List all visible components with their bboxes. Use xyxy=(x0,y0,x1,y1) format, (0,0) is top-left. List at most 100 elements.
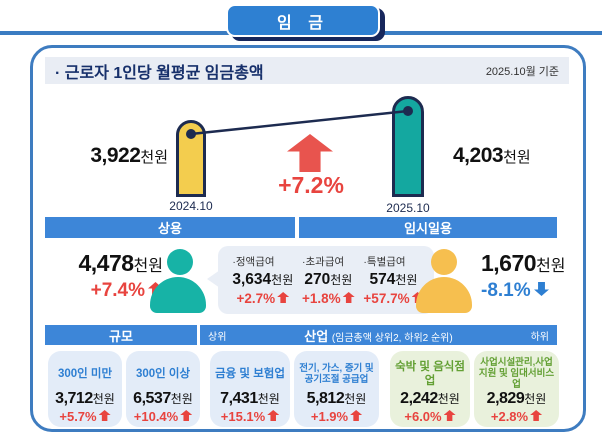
curr-period: 2025.10 xyxy=(386,201,430,215)
box-value-line: 3,712천원 xyxy=(48,390,122,408)
breakdown-change: +57.7% xyxy=(363,291,424,306)
curr-wage-label: 4,203천원 xyxy=(453,144,531,168)
box-change-pct: +10.4% xyxy=(133,409,179,424)
box-unit: 천원 xyxy=(437,392,460,406)
box-value-line: 6,537천원 xyxy=(126,390,200,408)
box-change-pct: +2.8% xyxy=(490,409,529,424)
reference-date: 2025.10월 기준 xyxy=(485,65,559,78)
breakdown-value: 574 xyxy=(369,271,396,288)
box-label: 전기, 가스, 증기 및 공기조절 공급업 xyxy=(299,362,374,385)
breakdown-special-pay: ·특별급여 574천원 +57.7% xyxy=(363,254,424,314)
box-label: 숙박 및 음식점업 xyxy=(395,361,465,387)
up-arrow-icon xyxy=(443,410,456,421)
person-torso xyxy=(416,277,472,313)
industry-box-accommodation-food: 숙박 및 음식점업 2,242천원 +6.0% xyxy=(390,351,470,427)
breakdown-overtime-pay: ·초과급여 270천원 +1.8% xyxy=(302,254,355,314)
box-change: +1.9% xyxy=(294,409,379,424)
box-change: +5.7% xyxy=(48,409,122,424)
regular-change-pct: +7.4% xyxy=(90,280,145,301)
prev-wage-value: 3,922 xyxy=(90,144,141,167)
breakdown-label: ·초과급여 xyxy=(302,256,345,268)
industry-section-header: 상위 산업 (임금총액 상위2, 하위2 순위) 하위 xyxy=(200,325,557,345)
box-unit: 천원 xyxy=(92,392,115,406)
box-value: 3,712 xyxy=(55,390,93,407)
breakdown-value: 3,634 xyxy=(232,271,272,288)
regular-wage-unit: 천원 xyxy=(133,258,163,275)
box-label: 금융 및 보험업 xyxy=(215,367,285,380)
wage-summary-card: · 근로자 1인당 월평균 임금총액 2025.10월 기준 3,922천원 2… xyxy=(30,45,586,432)
industry-box-electric-gas: 전기, 가스, 증기 및 공기조절 공급업 5,812천원 +1.9% xyxy=(294,351,379,427)
box-value-line: 7,431천원 xyxy=(210,390,290,408)
breakdown-change-pct: +57.7% xyxy=(363,291,410,306)
breakdown-change-pct: +1.8% xyxy=(302,291,341,306)
breakdown-label: ·정액급여 xyxy=(232,256,275,268)
box-unit: 천원 xyxy=(257,392,280,406)
industry-header-center: 산업 (임금총액 상위2, 하위2 순위) xyxy=(304,326,452,345)
breakdown-value: 270 xyxy=(304,271,331,288)
person-torso xyxy=(150,277,206,313)
box-value: 2,242 xyxy=(400,390,438,407)
temporary-worker-icon xyxy=(416,249,472,313)
page-title: · 근로자 1인당 월평균 임금총액 xyxy=(55,64,264,82)
curr-wage-unit: 천원 xyxy=(503,149,531,166)
box-value: 2,829 xyxy=(486,390,525,407)
breakdown-value-line: 3,634천원 xyxy=(232,271,293,289)
breakdown-value-line: 270천원 xyxy=(302,271,355,289)
breakdown-label: ·특별급여 xyxy=(363,256,406,268)
regular-wage-group: 4,478천원 +7.4% xyxy=(47,250,163,302)
temporary-header-label: 임시일용 xyxy=(404,221,452,236)
prev-wage-label: 3,922천원 xyxy=(63,144,168,168)
box-change-pct: +1.9% xyxy=(310,409,349,424)
breakdown-change: +1.8% xyxy=(302,291,355,306)
regular-wage-change: +7.4% xyxy=(47,280,163,302)
breakdown-change-pct: +2.7% xyxy=(236,291,276,306)
box-change-pct: +6.0% xyxy=(404,409,442,424)
temporary-wage-unit: 천원 xyxy=(536,258,566,275)
industry-box-business-facility: 사업시설관리,사업지원 및 임대서비스업 2,829천원 +2.8% xyxy=(474,351,559,427)
size-header-label: 규모 xyxy=(109,328,133,344)
breakdown-fixed-pay: ·정액급여 3,634천원 +2.7% xyxy=(232,254,293,314)
breakdown-unit: 천원 xyxy=(330,273,353,287)
box-value: 7,431 xyxy=(220,390,258,407)
box-change: +6.0% xyxy=(390,409,470,424)
up-arrow-icon xyxy=(180,410,193,421)
box-change: +2.8% xyxy=(474,409,559,424)
box-value-line: 2,242천원 xyxy=(390,390,470,408)
breakdown-unit: 천원 xyxy=(271,273,294,287)
temporary-wage-value: 1,670 xyxy=(481,250,537,276)
box-unit: 천원 xyxy=(524,392,547,406)
breakdown-unit: 천원 xyxy=(395,273,418,287)
down-arrow-icon xyxy=(534,282,549,296)
regular-section-header: 상용 xyxy=(45,217,295,238)
industry-header-note: (임금총액 상위2, 하위2 순위) xyxy=(331,332,453,344)
wage-tab-label: 임 금 xyxy=(277,14,329,32)
up-arrow-icon xyxy=(342,292,355,303)
box-unit: 천원 xyxy=(344,392,367,406)
up-arrow-icon xyxy=(98,410,111,421)
box-value-line: 5,812천원 xyxy=(294,390,379,408)
prev-wage-unit: 천원 xyxy=(140,149,168,166)
size-section-header: 규모 xyxy=(45,325,197,345)
person-head xyxy=(431,249,457,275)
up-arrow-icon xyxy=(277,292,290,303)
trend-connector-line xyxy=(186,106,413,139)
box-label: 300인 미만 xyxy=(57,367,113,380)
temporary-wage-change: -8.1% xyxy=(481,280,566,302)
box-unit: 천원 xyxy=(170,392,193,406)
breakdown-change: +2.7% xyxy=(232,291,293,306)
industry-header-label: 산업 xyxy=(304,328,329,344)
regular-worker-icon xyxy=(150,249,210,313)
regular-wage-value-line: 4,478천원 xyxy=(47,250,163,277)
regular-breakdown-bubble: ·정액급여 3,634천원 +2.7% ·초과급여 270천원 +1.8% ·특… xyxy=(207,246,434,314)
size-box-over-300: 300인 이상 6,537천원 +10.4% xyxy=(126,351,200,427)
box-value: 6,537 xyxy=(133,390,171,407)
box-change: +15.1% xyxy=(210,409,290,424)
temporary-wage-value-line: 1,670천원 xyxy=(481,250,566,277)
regular-header-label: 상용 xyxy=(158,221,182,236)
up-arrow-icon xyxy=(350,410,363,421)
wage-tab: 임 금 xyxy=(226,4,380,37)
temporary-change-pct: -8.1% xyxy=(481,280,531,301)
total-change-pct: +7.2% xyxy=(278,172,344,198)
box-value: 5,812 xyxy=(306,390,345,407)
regular-wage-value: 4,478 xyxy=(78,250,134,276)
